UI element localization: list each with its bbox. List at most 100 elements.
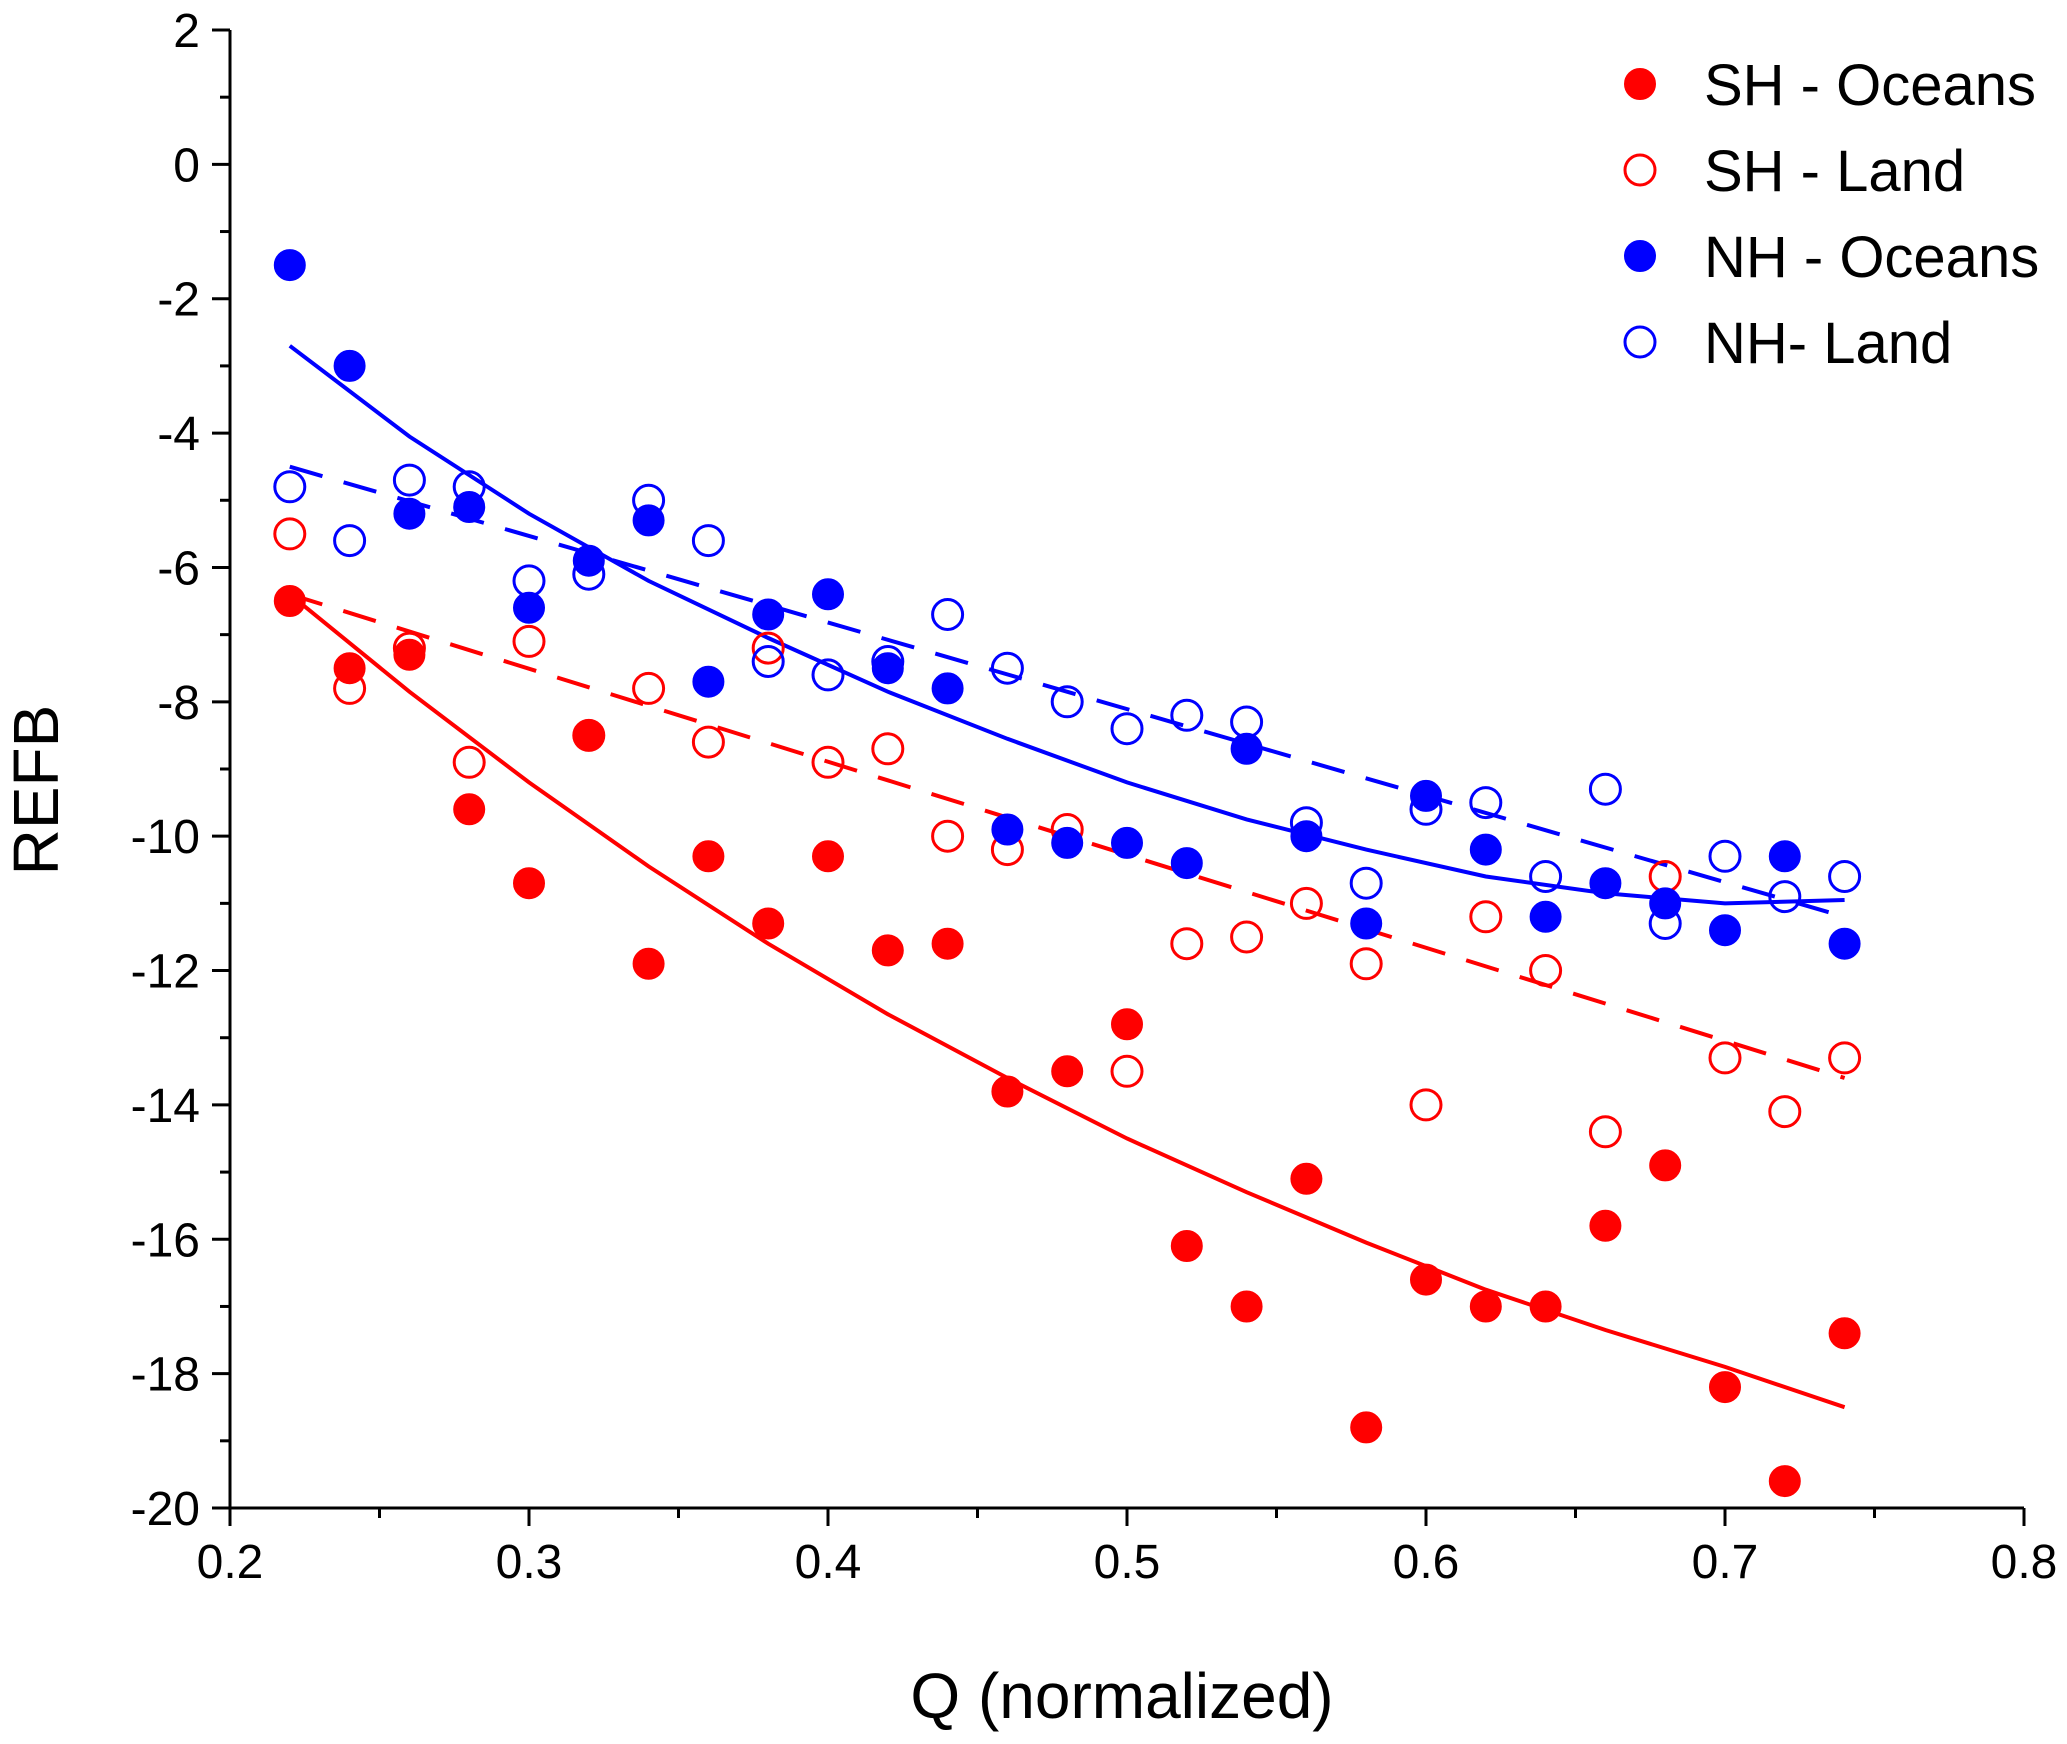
point-sh-land [1409, 1088, 1443, 1122]
y-tick-label: -8 [157, 677, 200, 730]
point-sh-oceans [513, 867, 545, 900]
y-tick-label: -6 [157, 542, 200, 595]
legend-label-nh-land: NH- Land [1704, 311, 1952, 376]
point-nh-oceans [1350, 907, 1383, 940]
point-nh-land [273, 470, 307, 504]
point-nh-land [632, 483, 666, 517]
x-axis-label: Q (normalized) [910, 1660, 1333, 1732]
y-tick-label: -14 [131, 1080, 200, 1133]
point-nh-land [1409, 792, 1443, 826]
point-sh-oceans [632, 947, 665, 980]
point-nh-land [452, 470, 486, 504]
point-sh-oceans [1768, 1465, 1801, 1498]
y-tick-label: -2 [157, 274, 200, 327]
point-nh-land [1289, 806, 1323, 840]
point-sh-oceans [1828, 1317, 1861, 1350]
point-nh-land [1469, 786, 1503, 820]
point-sh-oceans [1051, 1055, 1084, 1088]
point-sh-oceans [871, 934, 904, 967]
point-nh-land [1828, 860, 1862, 893]
y-tick-label: -18 [131, 1349, 200, 1402]
point-sh-oceans [453, 793, 486, 826]
point-nh-land [1110, 712, 1144, 746]
point-nh-oceans [1170, 847, 1203, 880]
point-nh-oceans [1051, 826, 1084, 859]
x-tick-label: 0.7 [1692, 1536, 1759, 1589]
point-sh-land [572, 718, 606, 752]
point-sh-land [333, 671, 367, 705]
point-nh-land [392, 463, 426, 497]
legend-marker-nh-land [1623, 325, 1657, 359]
point-nh-land [990, 651, 1024, 685]
point-nh-oceans [1709, 914, 1741, 947]
point-sh-oceans [1649, 1149, 1682, 1182]
point-nh-oceans [333, 349, 366, 382]
point-sh-oceans [273, 585, 306, 617]
point-sh-oceans [1469, 1290, 1502, 1323]
point-sh-land [751, 631, 785, 665]
point-sh-oceans [931, 927, 964, 960]
point-nh-oceans [1230, 732, 1263, 765]
legend: SH - Oceans SH - Land NH - Oceans NH- Land [1623, 53, 2039, 376]
point-sh-oceans [991, 1075, 1024, 1108]
point-sh-oceans [1230, 1290, 1263, 1323]
point-sh-oceans [393, 638, 426, 671]
point-nh-oceans [1589, 867, 1622, 900]
point-nh-land [1529, 860, 1563, 893]
point-nh-land [572, 557, 606, 591]
data-points [273, 249, 1862, 1498]
legend-marker-nh-oceans [1624, 240, 1656, 272]
point-nh-land [871, 645, 905, 678]
point-nh-oceans [752, 598, 785, 631]
point-nh-land [691, 524, 725, 558]
point-nh-land [811, 658, 845, 692]
point-sh-oceans [1350, 1411, 1383, 1444]
point-nh-land [751, 645, 785, 678]
point-sh-land [1469, 900, 1503, 934]
legend-marker-sh-land [1623, 153, 1657, 187]
y-tick-label: -16 [131, 1214, 200, 1267]
y-tick-label: 0 [173, 139, 200, 192]
point-nh-land [512, 564, 546, 598]
y-tick-label: -4 [157, 408, 200, 461]
point-sh-land [691, 725, 725, 759]
point-sh-land [452, 745, 486, 779]
legend-label-sh-land: SH - Land [1704, 139, 1965, 204]
point-nh-oceans [513, 591, 545, 624]
legend-label-sh-oceans: SH - Oceans [1704, 53, 2036, 118]
y-tick-label: -20 [131, 1483, 200, 1536]
point-nh-land [1230, 705, 1264, 739]
point-nh-land [333, 524, 367, 558]
point-sh-land [1349, 947, 1383, 981]
legend-label-nh-oceans: NH - Oceans [1704, 225, 2039, 290]
point-nh-land [1648, 907, 1682, 940]
point-sh-oceans [1709, 1371, 1741, 1404]
point-nh-land [1768, 880, 1802, 914]
point-sh-land [1110, 1054, 1144, 1088]
y-tick-label: -10 [131, 811, 200, 864]
point-sh-oceans [1589, 1209, 1622, 1242]
x-tick-label: 0.5 [1094, 1536, 1161, 1589]
x-tick-label: 0.4 [795, 1536, 862, 1589]
point-sh-oceans [1170, 1230, 1203, 1262]
point-sh-land [1230, 920, 1264, 954]
point-sh-land [811, 745, 845, 779]
point-nh-land [1708, 839, 1742, 873]
point-sh-land [632, 671, 666, 705]
point-sh-land [512, 624, 546, 658]
fit-line-sh-oceans [288, 592, 1846, 1410]
point-nh-oceans [1111, 826, 1143, 859]
point-sh-oceans [1111, 1008, 1143, 1041]
point-nh-oceans [1469, 833, 1502, 866]
point-sh-oceans [812, 840, 844, 873]
point-nh-oceans [812, 578, 844, 611]
point-nh-oceans [1828, 927, 1861, 960]
point-sh-land [392, 631, 426, 665]
point-sh-land [1828, 1041, 1862, 1075]
x-tick-label: 0.3 [496, 1536, 563, 1589]
point-nh-oceans [393, 497, 426, 530]
point-nh-land [1050, 685, 1084, 719]
point-nh-oceans [692, 665, 725, 698]
